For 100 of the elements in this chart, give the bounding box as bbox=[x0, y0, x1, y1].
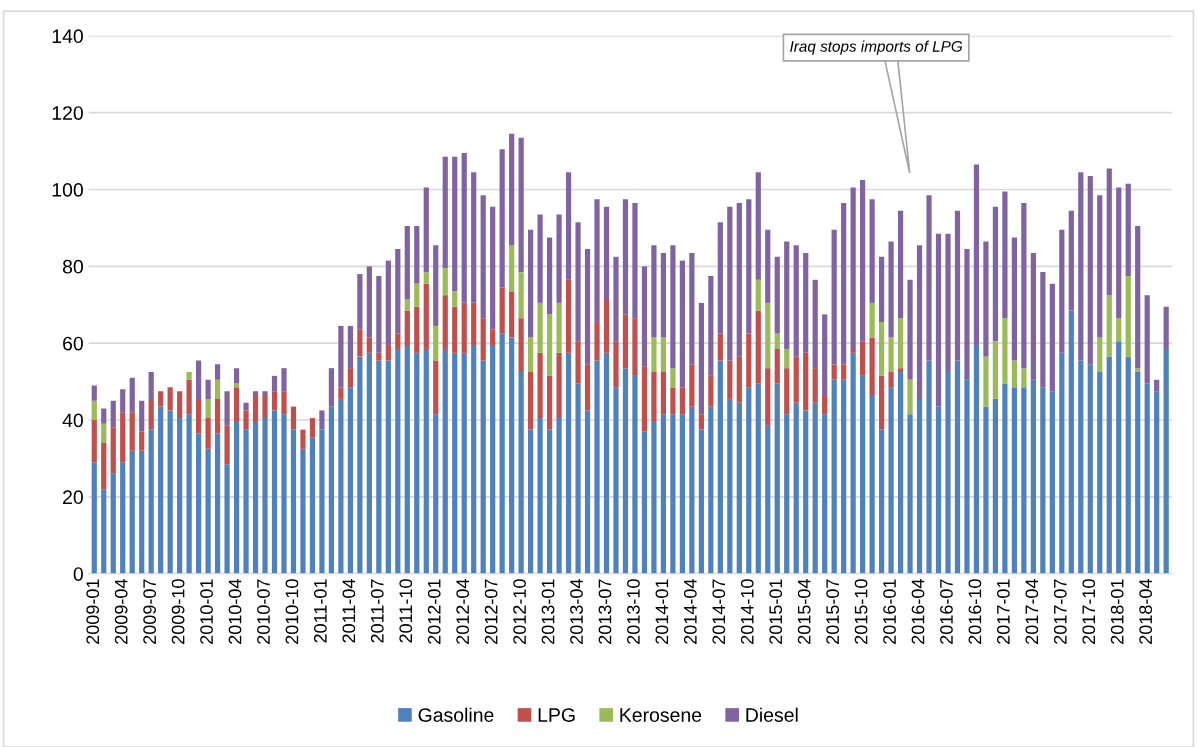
bar bbox=[935, 406, 942, 574]
bar bbox=[983, 406, 989, 574]
bar bbox=[499, 149, 505, 288]
bar bbox=[110, 427, 116, 474]
bar bbox=[679, 260, 685, 388]
bar bbox=[319, 429, 325, 574]
bar bbox=[983, 356, 989, 407]
bar bbox=[632, 202, 638, 319]
bar bbox=[300, 429, 306, 449]
bar bbox=[385, 260, 391, 346]
bar bbox=[490, 206, 496, 330]
bar bbox=[1163, 348, 1169, 574]
bar bbox=[670, 414, 676, 574]
bar bbox=[698, 414, 704, 430]
bar bbox=[850, 187, 856, 349]
x-tick-label: 2010-10 bbox=[285, 579, 299, 644]
bar bbox=[641, 266, 648, 367]
bar bbox=[584, 364, 591, 411]
bar bbox=[423, 187, 429, 273]
bar bbox=[888, 372, 894, 388]
bar bbox=[784, 241, 790, 349]
x-tick-label: 2013-04 bbox=[570, 579, 583, 644]
bar bbox=[442, 295, 448, 349]
bar bbox=[679, 414, 685, 574]
bar bbox=[366, 266, 372, 338]
bar bbox=[423, 283, 429, 349]
bar bbox=[395, 249, 401, 334]
bar bbox=[831, 229, 837, 365]
bar bbox=[158, 391, 164, 407]
bar bbox=[717, 333, 723, 361]
bar bbox=[262, 395, 268, 419]
bar bbox=[784, 348, 790, 369]
bar bbox=[120, 389, 126, 413]
bar bbox=[803, 352, 809, 411]
bar bbox=[338, 387, 344, 399]
bar bbox=[528, 337, 534, 373]
bar bbox=[347, 325, 353, 369]
bar bbox=[509, 133, 515, 246]
bar bbox=[1135, 226, 1141, 369]
bar bbox=[186, 414, 192, 574]
bar bbox=[1125, 275, 1131, 357]
bar bbox=[822, 395, 828, 415]
bar bbox=[774, 333, 780, 349]
bar bbox=[651, 421, 657, 574]
bar bbox=[328, 406, 335, 574]
bar bbox=[167, 410, 173, 574]
bar bbox=[708, 275, 714, 376]
bar bbox=[233, 387, 240, 422]
x-tick-label: 2017-01 bbox=[996, 579, 1010, 644]
bar bbox=[224, 391, 230, 426]
bar bbox=[689, 252, 695, 365]
bar bbox=[651, 245, 657, 338]
bar bbox=[689, 364, 695, 407]
bar bbox=[452, 156, 458, 292]
bar bbox=[727, 206, 733, 361]
bar bbox=[91, 462, 97, 574]
bar bbox=[471, 302, 477, 346]
bar bbox=[395, 348, 401, 574]
legend-label: Gasoline bbox=[418, 707, 494, 722]
bar bbox=[660, 414, 667, 574]
bar bbox=[1011, 360, 1018, 388]
bar bbox=[973, 345, 980, 574]
bar bbox=[613, 256, 619, 342]
bar bbox=[660, 337, 667, 373]
bar bbox=[101, 423, 107, 444]
bar bbox=[632, 375, 638, 574]
bar bbox=[670, 387, 676, 415]
bar bbox=[594, 199, 600, 323]
x-tick-label: 2012-07 bbox=[484, 579, 498, 644]
bar bbox=[281, 368, 287, 392]
x-tick-label: 2013-07 bbox=[598, 579, 612, 644]
bar bbox=[717, 222, 723, 334]
bar bbox=[471, 345, 477, 574]
bar bbox=[812, 368, 818, 403]
bar bbox=[992, 341, 999, 399]
bar bbox=[774, 256, 780, 334]
bar bbox=[442, 268, 448, 296]
bar bbox=[471, 172, 477, 303]
bar bbox=[765, 302, 771, 369]
bar bbox=[860, 375, 866, 574]
bar bbox=[698, 302, 704, 415]
bar bbox=[129, 450, 135, 574]
bar bbox=[641, 366, 648, 432]
bar bbox=[499, 333, 505, 574]
bar bbox=[992, 398, 999, 574]
x-tick-label: 2015-04 bbox=[797, 579, 811, 644]
bar bbox=[546, 375, 553, 430]
bar bbox=[1135, 368, 1141, 373]
bar bbox=[1106, 295, 1112, 357]
bar bbox=[869, 199, 875, 303]
bar bbox=[433, 360, 439, 415]
bar bbox=[565, 352, 572, 574]
x-tick-label: 2015-10 bbox=[854, 579, 868, 644]
x-tick-label: 2014-07 bbox=[712, 579, 726, 644]
bar bbox=[461, 302, 467, 353]
bar bbox=[1040, 272, 1046, 388]
bar bbox=[603, 352, 610, 574]
bar bbox=[831, 379, 837, 574]
bar bbox=[129, 377, 135, 413]
bar bbox=[366, 352, 372, 574]
